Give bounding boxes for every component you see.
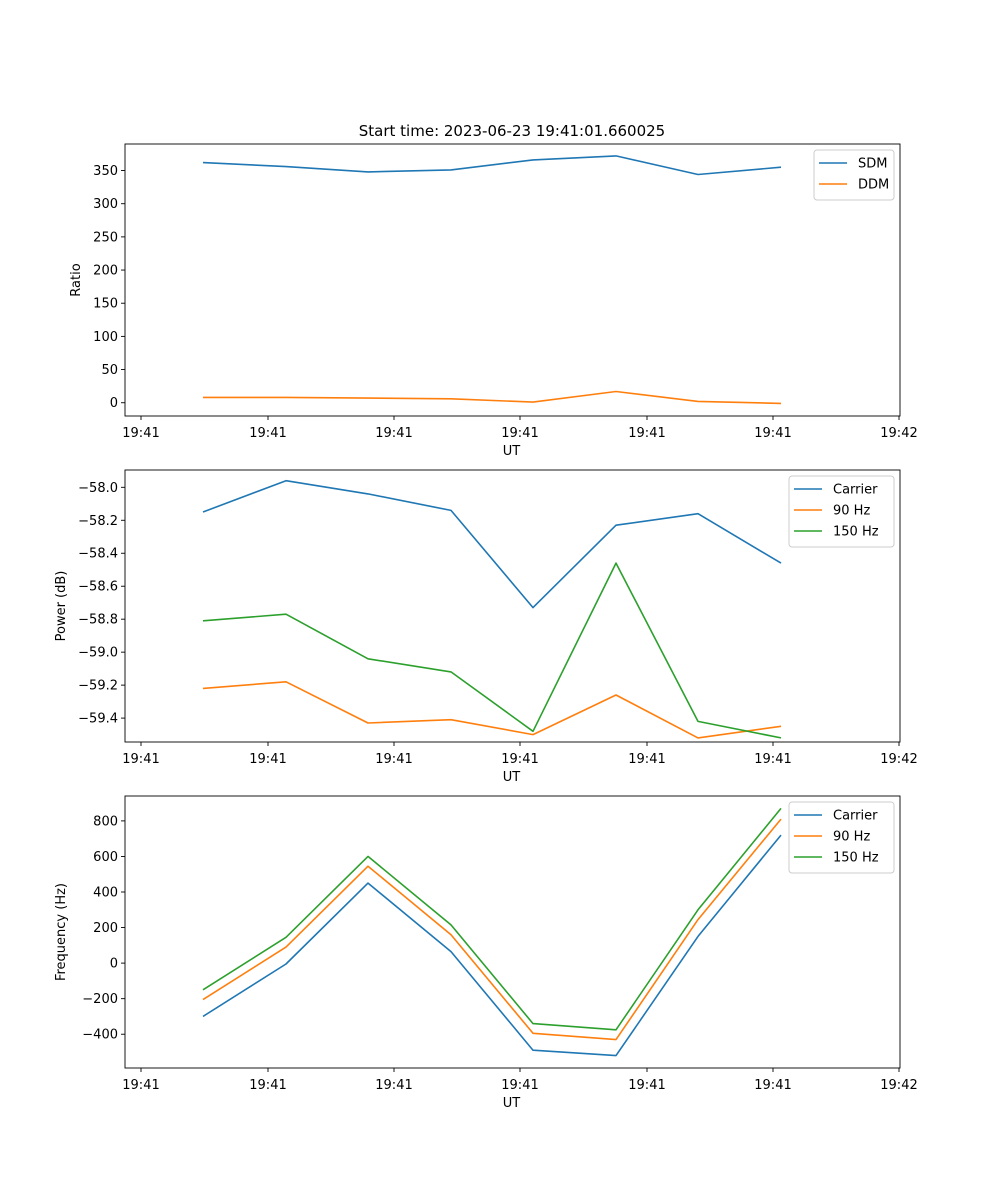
y-tick-label: 600 — [93, 850, 118, 865]
x-tick-label: 19:41 — [249, 426, 286, 441]
legend-label: SDM — [858, 157, 887, 172]
axes-frame — [124, 469, 901, 743]
figure-title: Start time: 2023-06-23 19:41:01.660025 — [359, 122, 665, 140]
x-axis-label: UT — [503, 444, 521, 459]
legend-box — [788, 475, 895, 548]
legend-label: DDM — [858, 178, 889, 193]
legend-label: 90 Hz — [833, 504, 870, 519]
axes-frame — [124, 143, 901, 417]
chart-panel-2: 19:41 19:41 19:41 19:41 19:41 19:41 19:42 −59.4… — [54, 469, 918, 785]
series-line-150-hz — [202, 807, 782, 1031]
y-tick-label: 350 — [93, 164, 118, 179]
y-tick-label: 300 — [93, 197, 118, 212]
series-line-carrier — [202, 479, 782, 609]
y-axis-label: Ratio — [69, 263, 84, 296]
y-tick-label: 150 — [93, 297, 118, 312]
legend-label: Carrier — [833, 809, 878, 824]
y-tick-label: −59.4 — [78, 712, 118, 727]
y-tick-label: 800 — [93, 814, 118, 829]
x-tick-label: 19:41 — [122, 426, 159, 441]
legend-box — [788, 801, 895, 874]
y-axis-label: Power (dB) — [54, 571, 69, 642]
x-tick-label: 19:41 — [754, 752, 791, 767]
x-axis-label: UT — [503, 770, 521, 785]
series-line-90-hz — [202, 818, 782, 1041]
series-line-sdm — [202, 155, 782, 176]
y-tick-label: −59.2 — [78, 679, 118, 694]
legend-label: 150 Hz — [833, 851, 879, 866]
x-tick-label: 19:41 — [249, 752, 286, 767]
chart-panel-1: 19:41 19:41 19:41 19:41 19:41 19:41 19:42 0 50 10… — [69, 143, 918, 459]
y-tick-label: 0 — [110, 957, 118, 972]
axes-frame — [124, 795, 901, 1069]
x-tick-label: 19:41 — [628, 1078, 665, 1093]
series-line-90-hz — [202, 680, 782, 739]
x-tick-label: 19:41 — [122, 1078, 159, 1093]
series-line-carrier — [202, 834, 782, 1057]
legend: Carrier 90 Hz 150 Hz — [788, 475, 895, 548]
chart-panel-3: 19:41 19:41 19:41 19:41 19:41 19:41 19:42 −400 −… — [54, 795, 918, 1111]
x-tick-label: 19:41 — [628, 426, 665, 441]
series-line-150-hz — [202, 562, 782, 739]
legend: Carrier 90 Hz 150 Hz — [788, 801, 895, 874]
x-tick-label: 19:41 — [754, 1078, 791, 1093]
legend: SDM DDM — [813, 149, 895, 201]
legend-label: 90 Hz — [833, 830, 870, 845]
y-tick-label: −400 — [82, 1028, 118, 1043]
x-tick-label: 19:41 — [375, 1078, 412, 1093]
x-tick-label: 19:41 — [375, 426, 412, 441]
x-tick-label: 19:41 — [501, 752, 538, 767]
y-tick-label: −200 — [82, 992, 118, 1007]
y-tick-label: 400 — [93, 886, 118, 901]
x-tick-label: 19:42 — [880, 426, 917, 441]
x-axis-label: UT — [503, 1096, 521, 1111]
y-axis-label: Frequency (Hz) — [54, 883, 69, 981]
x-tick-label: 19:42 — [880, 752, 917, 767]
x-tick-label: 19:41 — [122, 752, 159, 767]
x-tick-label: 19:41 — [501, 426, 538, 441]
y-tick-label: 250 — [93, 230, 118, 245]
x-tick-label: 19:41 — [628, 752, 665, 767]
series-line-ddm — [203, 390, 782, 405]
y-tick-label: 100 — [93, 330, 118, 345]
x-tick-label: 19:41 — [375, 752, 412, 767]
x-tick-label: 19:41 — [249, 1078, 286, 1093]
y-tick-label: 200 — [93, 264, 118, 279]
y-tick-label: −58.8 — [78, 613, 118, 628]
x-tick-label: 19:42 — [880, 1078, 917, 1093]
y-tick-label: −58.4 — [78, 547, 118, 562]
y-tick-label: −58.6 — [78, 580, 118, 595]
y-tick-label: −58.0 — [78, 481, 118, 496]
y-tick-label: −59.0 — [78, 646, 118, 661]
x-tick-label: 19:41 — [501, 1078, 538, 1093]
y-tick-label: 0 — [110, 396, 118, 411]
legend-label: Carrier — [833, 483, 878, 498]
y-tick-label: −58.2 — [78, 514, 118, 529]
y-tick-label: 200 — [93, 921, 118, 936]
legend-label: 150 Hz — [833, 525, 879, 540]
x-tick-label: 19:41 — [754, 426, 791, 441]
y-tick-label: 50 — [101, 363, 118, 378]
